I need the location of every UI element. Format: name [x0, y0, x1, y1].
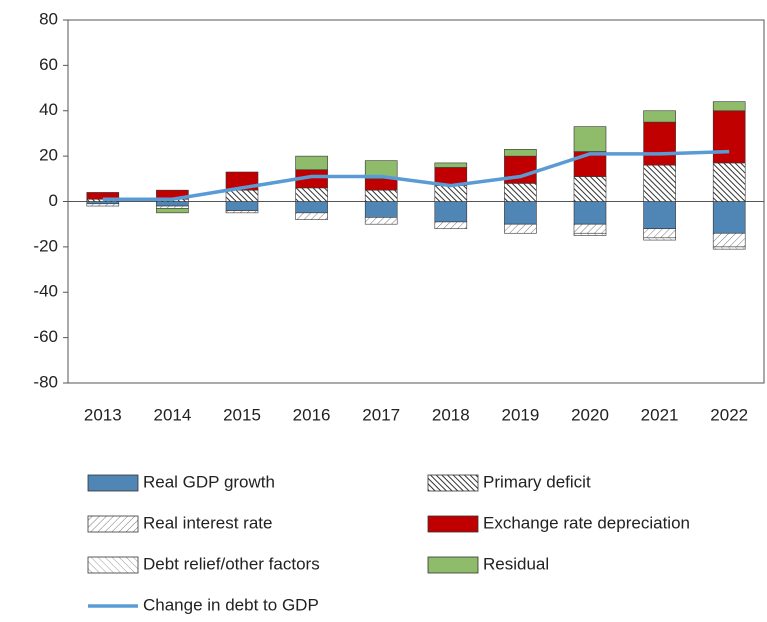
y-tick-label: 20: [39, 146, 58, 165]
y-tick-label: 80: [39, 9, 58, 28]
bar-segment: [712, 232, 746, 248]
legend-label: Exchange rate depreciation: [483, 513, 690, 532]
bar-segment: [504, 223, 537, 234]
y-tick-label: 40: [39, 100, 58, 119]
legend-swatch: [427, 515, 479, 533]
bar-segment: [573, 176, 607, 202]
bar-segment: [643, 121, 676, 166]
bar-segment: [504, 149, 537, 157]
bar-segment: [156, 201, 189, 207]
bar-segment: [712, 162, 746, 202]
bar-segment: [643, 110, 676, 123]
bar-segment: [295, 212, 328, 220]
bar-segment: [434, 185, 468, 202]
bar-segment: [364, 201, 398, 218]
y-tick-label: 60: [39, 55, 58, 74]
bar-segment: [156, 205, 189, 209]
bar-segment: [156, 208, 189, 214]
legend-label: Residual: [483, 554, 549, 573]
bar-segment: [364, 160, 398, 180]
x-tick-label: 2017: [362, 405, 400, 424]
legend-label: Real interest rate: [143, 513, 272, 532]
bar-segment: [295, 187, 328, 202]
legend-swatch: [427, 474, 479, 492]
y-tick-label: -60: [33, 327, 58, 346]
bar-segment: [643, 237, 676, 241]
y-tick-label: -40: [33, 282, 58, 301]
bar-segment: [86, 201, 120, 205]
y-tick-label: 0: [49, 191, 58, 210]
bar-segment: [225, 189, 259, 202]
x-tick-label: 2021: [641, 405, 679, 424]
legend-swatch: [87, 474, 139, 492]
bar-segment: [295, 201, 328, 214]
legend-label: Real GDP growth: [143, 472, 275, 491]
bar-segment: [364, 178, 398, 191]
bar-segment: [712, 110, 746, 164]
x-tick-label: 2019: [501, 405, 539, 424]
x-tick-label: 2015: [223, 405, 261, 424]
legend-label: Change in debt to GDP: [143, 595, 319, 614]
bar-segment: [504, 201, 537, 225]
bar-segment: [504, 183, 537, 202]
bar-segment: [225, 210, 259, 214]
x-tick-label: 2018: [432, 405, 470, 424]
bar-segment: [643, 201, 676, 230]
legend-swatch: [87, 556, 139, 574]
bar-segment: [573, 223, 607, 234]
legend-label: Primary deficit: [483, 472, 591, 491]
bar-segment: [573, 232, 607, 236]
bar-segment: [225, 201, 259, 211]
bar-segment: [643, 228, 676, 239]
x-tick-label: 2013: [84, 405, 122, 424]
bar-segment: [86, 203, 120, 207]
bar-segment: [712, 201, 746, 234]
legend-swatch: [427, 556, 479, 574]
x-tick-label: 2016: [293, 405, 331, 424]
legend-swatch: [87, 515, 139, 533]
line: [102, 149, 730, 201]
bar-segment: [643, 164, 676, 202]
bar-segment: [434, 221, 468, 230]
bar-segment: [573, 126, 607, 152]
bar-segment: [434, 201, 468, 223]
x-tick-label: 2022: [710, 405, 748, 424]
bar-segment: [364, 189, 398, 202]
y-tick-label: -20: [33, 236, 58, 255]
bar-segment: [364, 217, 398, 225]
bar-segment: [295, 155, 328, 171]
bar-segment: [573, 201, 607, 225]
bar-segment: [434, 162, 468, 168]
y-tick-label: -80: [33, 372, 58, 391]
x-tick-label: 2020: [571, 405, 609, 424]
bar-segment: [712, 101, 746, 112]
legend-label: Debt relief/other factors: [143, 554, 320, 573]
x-tick-label: 2014: [153, 405, 191, 424]
bar-segment: [712, 246, 746, 250]
